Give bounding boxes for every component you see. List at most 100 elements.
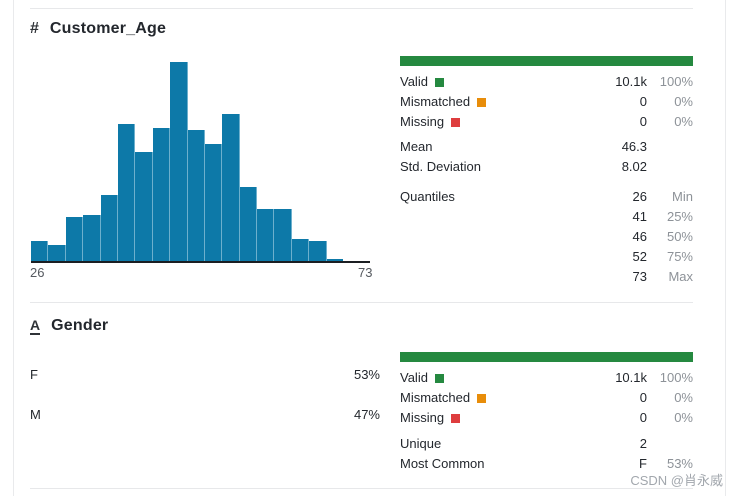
stat-label: Std. Deviation	[400, 158, 481, 174]
stat-percent: 0%	[674, 93, 693, 109]
category-percent: 47%	[353, 407, 380, 422]
age-histogram-axis	[31, 261, 370, 263]
histogram-bar	[152, 127, 171, 261]
histogram-bar	[48, 245, 66, 261]
quantile-row-75: 52 75%	[400, 246, 693, 266]
category-percent: 53%	[353, 367, 380, 382]
stat-value: 10.1k	[615, 73, 647, 89]
age-validity-stats: Valid 10.1k 100% Mismatched 0 0% Missing…	[400, 71, 693, 131]
age-section-header: # Customer_Age	[30, 16, 166, 42]
stat-value: 0	[639, 409, 647, 425]
stat-label: Valid	[400, 73, 428, 89]
stat-value: 0	[639, 389, 647, 405]
histogram-bar	[326, 259, 344, 261]
age-valid-fill-bar	[400, 56, 693, 66]
stat-value: 2	[639, 435, 647, 451]
age-column-title: Customer_Age	[49, 20, 167, 37]
stat-label: Unique	[400, 435, 442, 451]
histogram-bar	[117, 123, 136, 261]
numeric-column-icon: #	[30, 20, 39, 37]
quantile-name: Max	[668, 268, 693, 284]
stat-percent: 0%	[674, 409, 693, 425]
stat-row-unique: Unique 2	[400, 433, 693, 453]
age-quantiles: Quantiles 26 Min 41 25% 46 50% 52 75% 73…	[400, 186, 693, 286]
stat-row-mean: Mean 46.3	[400, 136, 693, 156]
histogram-bar	[239, 187, 258, 261]
category-label: M	[30, 407, 41, 422]
gender-valid-fill-bar	[400, 352, 693, 362]
stat-label: Mean	[400, 138, 433, 154]
panel-left-border	[13, 0, 14, 496]
stat-value: 0	[639, 113, 647, 129]
stat-value: 0	[639, 93, 647, 109]
histogram-bar	[187, 129, 205, 261]
stat-row-missing: Missing 0 0%	[400, 407, 693, 427]
histogram-bar	[257, 209, 275, 261]
section-divider-middle	[30, 302, 693, 303]
valid-swatch-icon	[434, 77, 444, 87]
histogram-bar	[222, 113, 240, 261]
quantile-row-50: 46 50%	[400, 226, 693, 246]
valid-swatch-icon	[434, 373, 444, 383]
histogram-bar	[83, 215, 101, 261]
section-divider-bottom	[30, 488, 693, 489]
csdn-watermark: CSDN @肖永威	[630, 473, 723, 488]
missing-swatch-icon	[451, 117, 461, 127]
quantile-row-25: 41 25%	[400, 206, 693, 226]
stat-percent: 100%	[659, 369, 693, 385]
stat-row-missing: Missing 0 0%	[400, 111, 693, 131]
quantile-row-min: Quantiles 26 Min	[400, 186, 693, 206]
text-column-icon: A	[30, 316, 41, 335]
quantile-name: Min	[672, 188, 693, 204]
quantile-row-max: 73 Max	[400, 266, 693, 286]
histogram-bar	[65, 217, 84, 261]
stat-row-valid: Valid 10.1k 100%	[400, 71, 693, 91]
quantile-name: 75%	[666, 248, 693, 264]
histogram-bar	[274, 209, 292, 261]
stat-value: 10.1k	[615, 369, 647, 385]
quantile-name: 50%	[666, 228, 693, 244]
mismatched-swatch-icon	[477, 97, 487, 107]
histogram-bar	[135, 151, 153, 261]
stat-percent: 100%	[659, 73, 693, 89]
stat-row-valid: Valid 10.1k 100%	[400, 367, 693, 387]
age-axis-min-label: 26	[30, 265, 45, 280]
stat-value: 46.3	[621, 138, 647, 154]
stat-label: Missing	[400, 113, 445, 129]
stat-percent: 0%	[674, 113, 693, 129]
stat-row-mismatched: Mismatched 0 0%	[400, 91, 693, 111]
missing-swatch-icon	[451, 413, 461, 423]
stat-row-most-common: Most Common F 53%	[400, 453, 693, 473]
section-divider-top	[30, 8, 693, 9]
quantile-value: 41	[632, 208, 647, 224]
histogram-bar	[204, 143, 223, 261]
histogram-bar	[291, 239, 310, 261]
age-axis-max-label: 73	[358, 265, 373, 280]
stat-value: F	[639, 455, 647, 471]
stat-label: Mismatched	[400, 93, 471, 109]
stat-percent: 53%	[666, 455, 693, 471]
quantile-name: 25%	[666, 208, 693, 224]
histogram-bar	[309, 241, 327, 261]
stat-label: Most Common	[400, 455, 485, 471]
mismatched-swatch-icon	[477, 393, 487, 403]
quantile-value: 52	[632, 248, 647, 264]
stat-label: Missing	[400, 409, 445, 425]
category-label: F	[30, 367, 38, 382]
stat-percent: 0%	[674, 389, 693, 405]
gender-category-row-m: M 47%	[30, 407, 380, 422]
gender-validity-stats: Valid 10.1k 100% Mismatched 0 0% Missing…	[400, 367, 693, 427]
gender-column-title: Gender	[51, 317, 109, 334]
gender-section-header: A Gender	[30, 313, 108, 339]
age-histogram	[31, 62, 344, 261]
gender-extra-stats: Unique 2 Most Common F 53%	[400, 433, 693, 473]
gender-category-row-f: F 53%	[30, 367, 380, 382]
stat-row-mismatched: Mismatched 0 0%	[400, 387, 693, 407]
panel-right-border	[725, 0, 726, 496]
stat-label: Valid	[400, 369, 428, 385]
stat-row-std-deviation: Std. Deviation 8.02	[400, 156, 693, 176]
histogram-bar	[170, 62, 188, 261]
histogram-bar	[31, 241, 49, 261]
quantile-value: 46	[632, 228, 647, 244]
